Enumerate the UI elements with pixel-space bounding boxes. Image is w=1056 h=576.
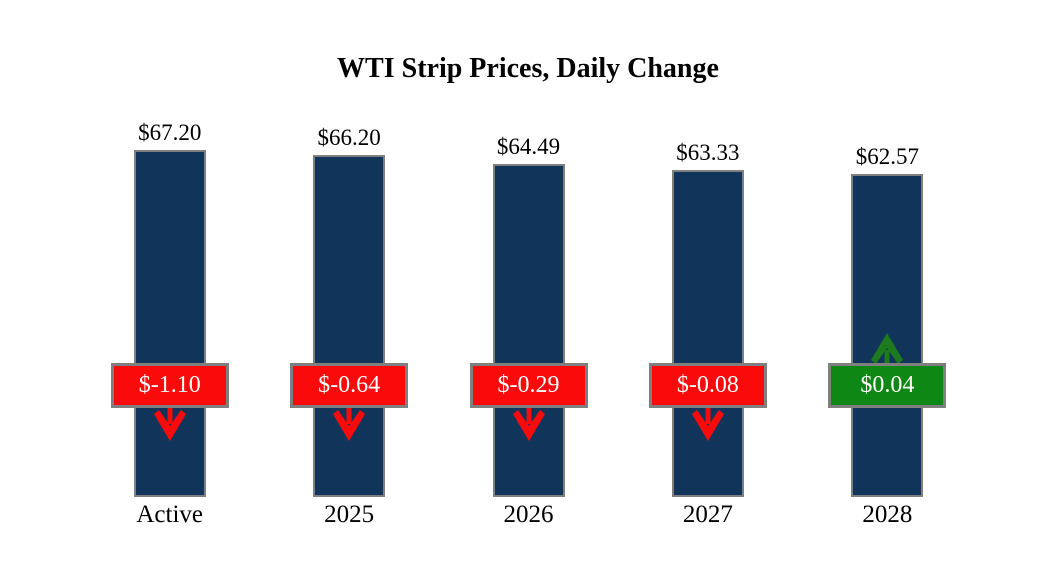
change-badge: $-0.64 [290, 363, 409, 408]
bar-group: $62.57 $0.04 [798, 120, 977, 497]
plot-area: $67.20 $-1.10 $66.20 $-0.64 [80, 120, 977, 497]
bar [671, 170, 744, 497]
bar-group: $66.20 $-0.64 [259, 120, 438, 497]
change-badge: $-1.10 [110, 363, 229, 408]
bar-group: $63.33 $-0.08 [618, 120, 797, 497]
bar-group: $67.20 $-1.10 [80, 120, 259, 497]
category-label: Active [136, 501, 204, 528]
bar [133, 150, 206, 497]
change-label: $-0.08 [676, 372, 739, 398]
change-badge: $-0.29 [469, 363, 588, 408]
category-label: 2028 [862, 501, 913, 528]
change-badge: $0.04 [828, 363, 947, 408]
change-badge: $-0.08 [648, 363, 767, 408]
down-arrow-icon [153, 407, 187, 443]
category-label: 2027 [682, 501, 733, 528]
bar-group: $64.49 $-0.29 [439, 120, 618, 497]
down-arrow-icon [512, 407, 546, 443]
change-label: $-0.29 [497, 372, 560, 398]
change-label: $0.04 [860, 372, 915, 398]
category-axis: Active 2025 2026 2027 2028 [80, 501, 977, 529]
category-label: 2026 [503, 501, 554, 528]
up-arrow-icon [870, 331, 904, 367]
price-label: $67.20 [138, 120, 202, 145]
bar [313, 155, 386, 497]
price-label: $62.57 [855, 144, 919, 169]
down-arrow-icon [691, 407, 725, 443]
down-arrow-icon [332, 407, 366, 443]
change-label: $-0.64 [318, 372, 381, 398]
chart-title: WTI Strip Prices, Daily Change [337, 53, 719, 84]
price-label: $66.20 [317, 125, 381, 150]
price-label: $64.49 [496, 134, 561, 159]
category-label: 2025 [324, 501, 375, 528]
price-label: $63.33 [676, 140, 740, 165]
bar [492, 164, 565, 497]
change-label: $-1.10 [138, 372, 201, 398]
